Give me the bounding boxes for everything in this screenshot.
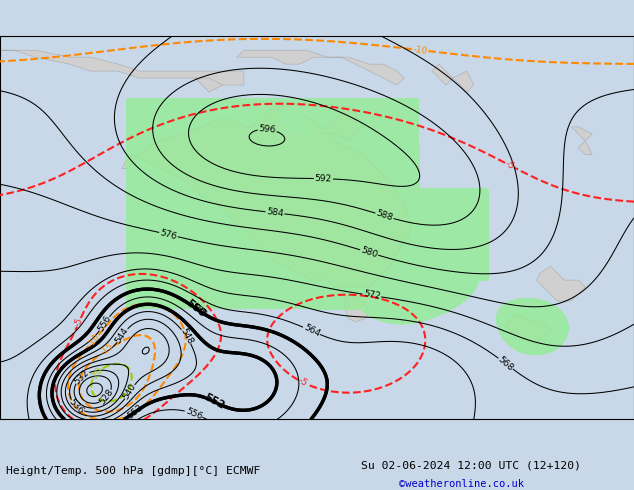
Text: -10: -10 <box>412 45 428 55</box>
Text: 572: 572 <box>363 290 381 301</box>
Text: -20: -20 <box>89 365 105 382</box>
Text: 584: 584 <box>266 207 284 219</box>
Text: 552: 552 <box>202 392 226 411</box>
Text: -15: -15 <box>98 342 115 358</box>
Text: 544: 544 <box>114 326 131 345</box>
Text: Su 02-06-2024 12:00 UTC (12+120): Su 02-06-2024 12:00 UTC (12+120) <box>361 460 581 470</box>
Text: 536: 536 <box>67 397 86 416</box>
Text: 568: 568 <box>496 354 515 373</box>
Polygon shape <box>578 141 592 155</box>
Text: 540: 540 <box>122 382 138 401</box>
Text: 548: 548 <box>178 327 195 346</box>
Polygon shape <box>536 266 585 301</box>
Polygon shape <box>505 315 550 343</box>
Polygon shape <box>453 71 474 92</box>
Polygon shape <box>571 127 592 141</box>
Polygon shape <box>0 50 244 85</box>
Text: 528: 528 <box>98 388 116 407</box>
Polygon shape <box>122 106 411 287</box>
Polygon shape <box>195 78 223 92</box>
Polygon shape <box>345 294 369 322</box>
Text: 576: 576 <box>159 228 178 241</box>
Text: 592: 592 <box>314 174 332 183</box>
Text: ©weatheronline.co.uk: ©weatheronline.co.uk <box>399 479 524 489</box>
Polygon shape <box>237 50 404 85</box>
Polygon shape <box>432 64 453 85</box>
Text: 532: 532 <box>72 368 91 386</box>
Polygon shape <box>279 106 314 134</box>
Text: 596: 596 <box>258 124 276 135</box>
Text: -10: -10 <box>86 332 101 349</box>
Text: 556: 556 <box>184 406 204 421</box>
Text: -5: -5 <box>503 159 516 171</box>
Text: 580: 580 <box>359 245 379 260</box>
Text: 564: 564 <box>302 323 321 339</box>
Text: 552: 552 <box>126 403 145 421</box>
Polygon shape <box>320 106 362 141</box>
Text: 560: 560 <box>184 298 208 319</box>
Text: 556: 556 <box>96 314 113 333</box>
Text: -5: -5 <box>297 376 309 389</box>
Text: 588: 588 <box>375 209 394 223</box>
Text: 560: 560 <box>189 301 208 319</box>
Text: Height/Temp. 500 hPa [gdmp][°C] ECMWF: Height/Temp. 500 hPa [gdmp][°C] ECMWF <box>6 466 261 476</box>
Text: -5: -5 <box>73 317 85 328</box>
